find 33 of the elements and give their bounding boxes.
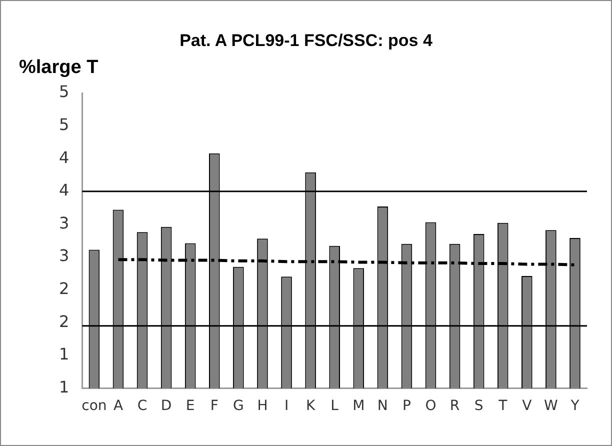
- x-tick-label: G: [233, 398, 244, 414]
- x-tick-label: W: [544, 398, 558, 414]
- x-tick-label: V: [522, 398, 532, 414]
- y-tick-label: 1: [58, 377, 70, 396]
- x-tick-label: L: [330, 398, 339, 414]
- y-tick-label: 2: [58, 312, 70, 331]
- x-tick-label: N: [377, 398, 388, 414]
- y-tick-label: 4: [58, 180, 70, 200]
- y-axis-title: %large T: [19, 57, 98, 79]
- x-tick-label: A: [113, 398, 124, 414]
- x-tick-label: T: [498, 398, 508, 414]
- y-tick-label: 3: [58, 246, 70, 266]
- x-tick-label: F: [210, 398, 218, 414]
- x-tick-label: S: [474, 398, 484, 414]
- x-tick-label: con: [82, 398, 107, 414]
- x-tick-label: E: [186, 398, 195, 414]
- x-tick-label: Y: [570, 398, 580, 414]
- y-tick-label: 1: [58, 344, 70, 364]
- x-tick-label: K: [306, 398, 316, 414]
- x-tick-label: R: [450, 398, 460, 414]
- x-tick-label: M: [352, 398, 365, 414]
- x-tick-label: D: [160, 398, 172, 414]
- x-tick-label: O: [425, 398, 436, 414]
- x-tick-label: C: [137, 398, 148, 414]
- chart-title: Pat. A PCL99-1 FSC/SSC: pos 4: [178, 31, 434, 51]
- x-tick-label: H: [257, 398, 268, 414]
- y-tick-label: 4: [58, 148, 70, 167]
- y-tick-label: 2: [58, 278, 70, 298]
- y-tick-label: 5: [58, 114, 70, 134]
- y-tick-label: 5: [58, 82, 70, 102]
- x-tick-label: P: [402, 398, 411, 414]
- y-tick-label: 3: [58, 213, 70, 232]
- x-tick-label: I: [284, 398, 289, 414]
